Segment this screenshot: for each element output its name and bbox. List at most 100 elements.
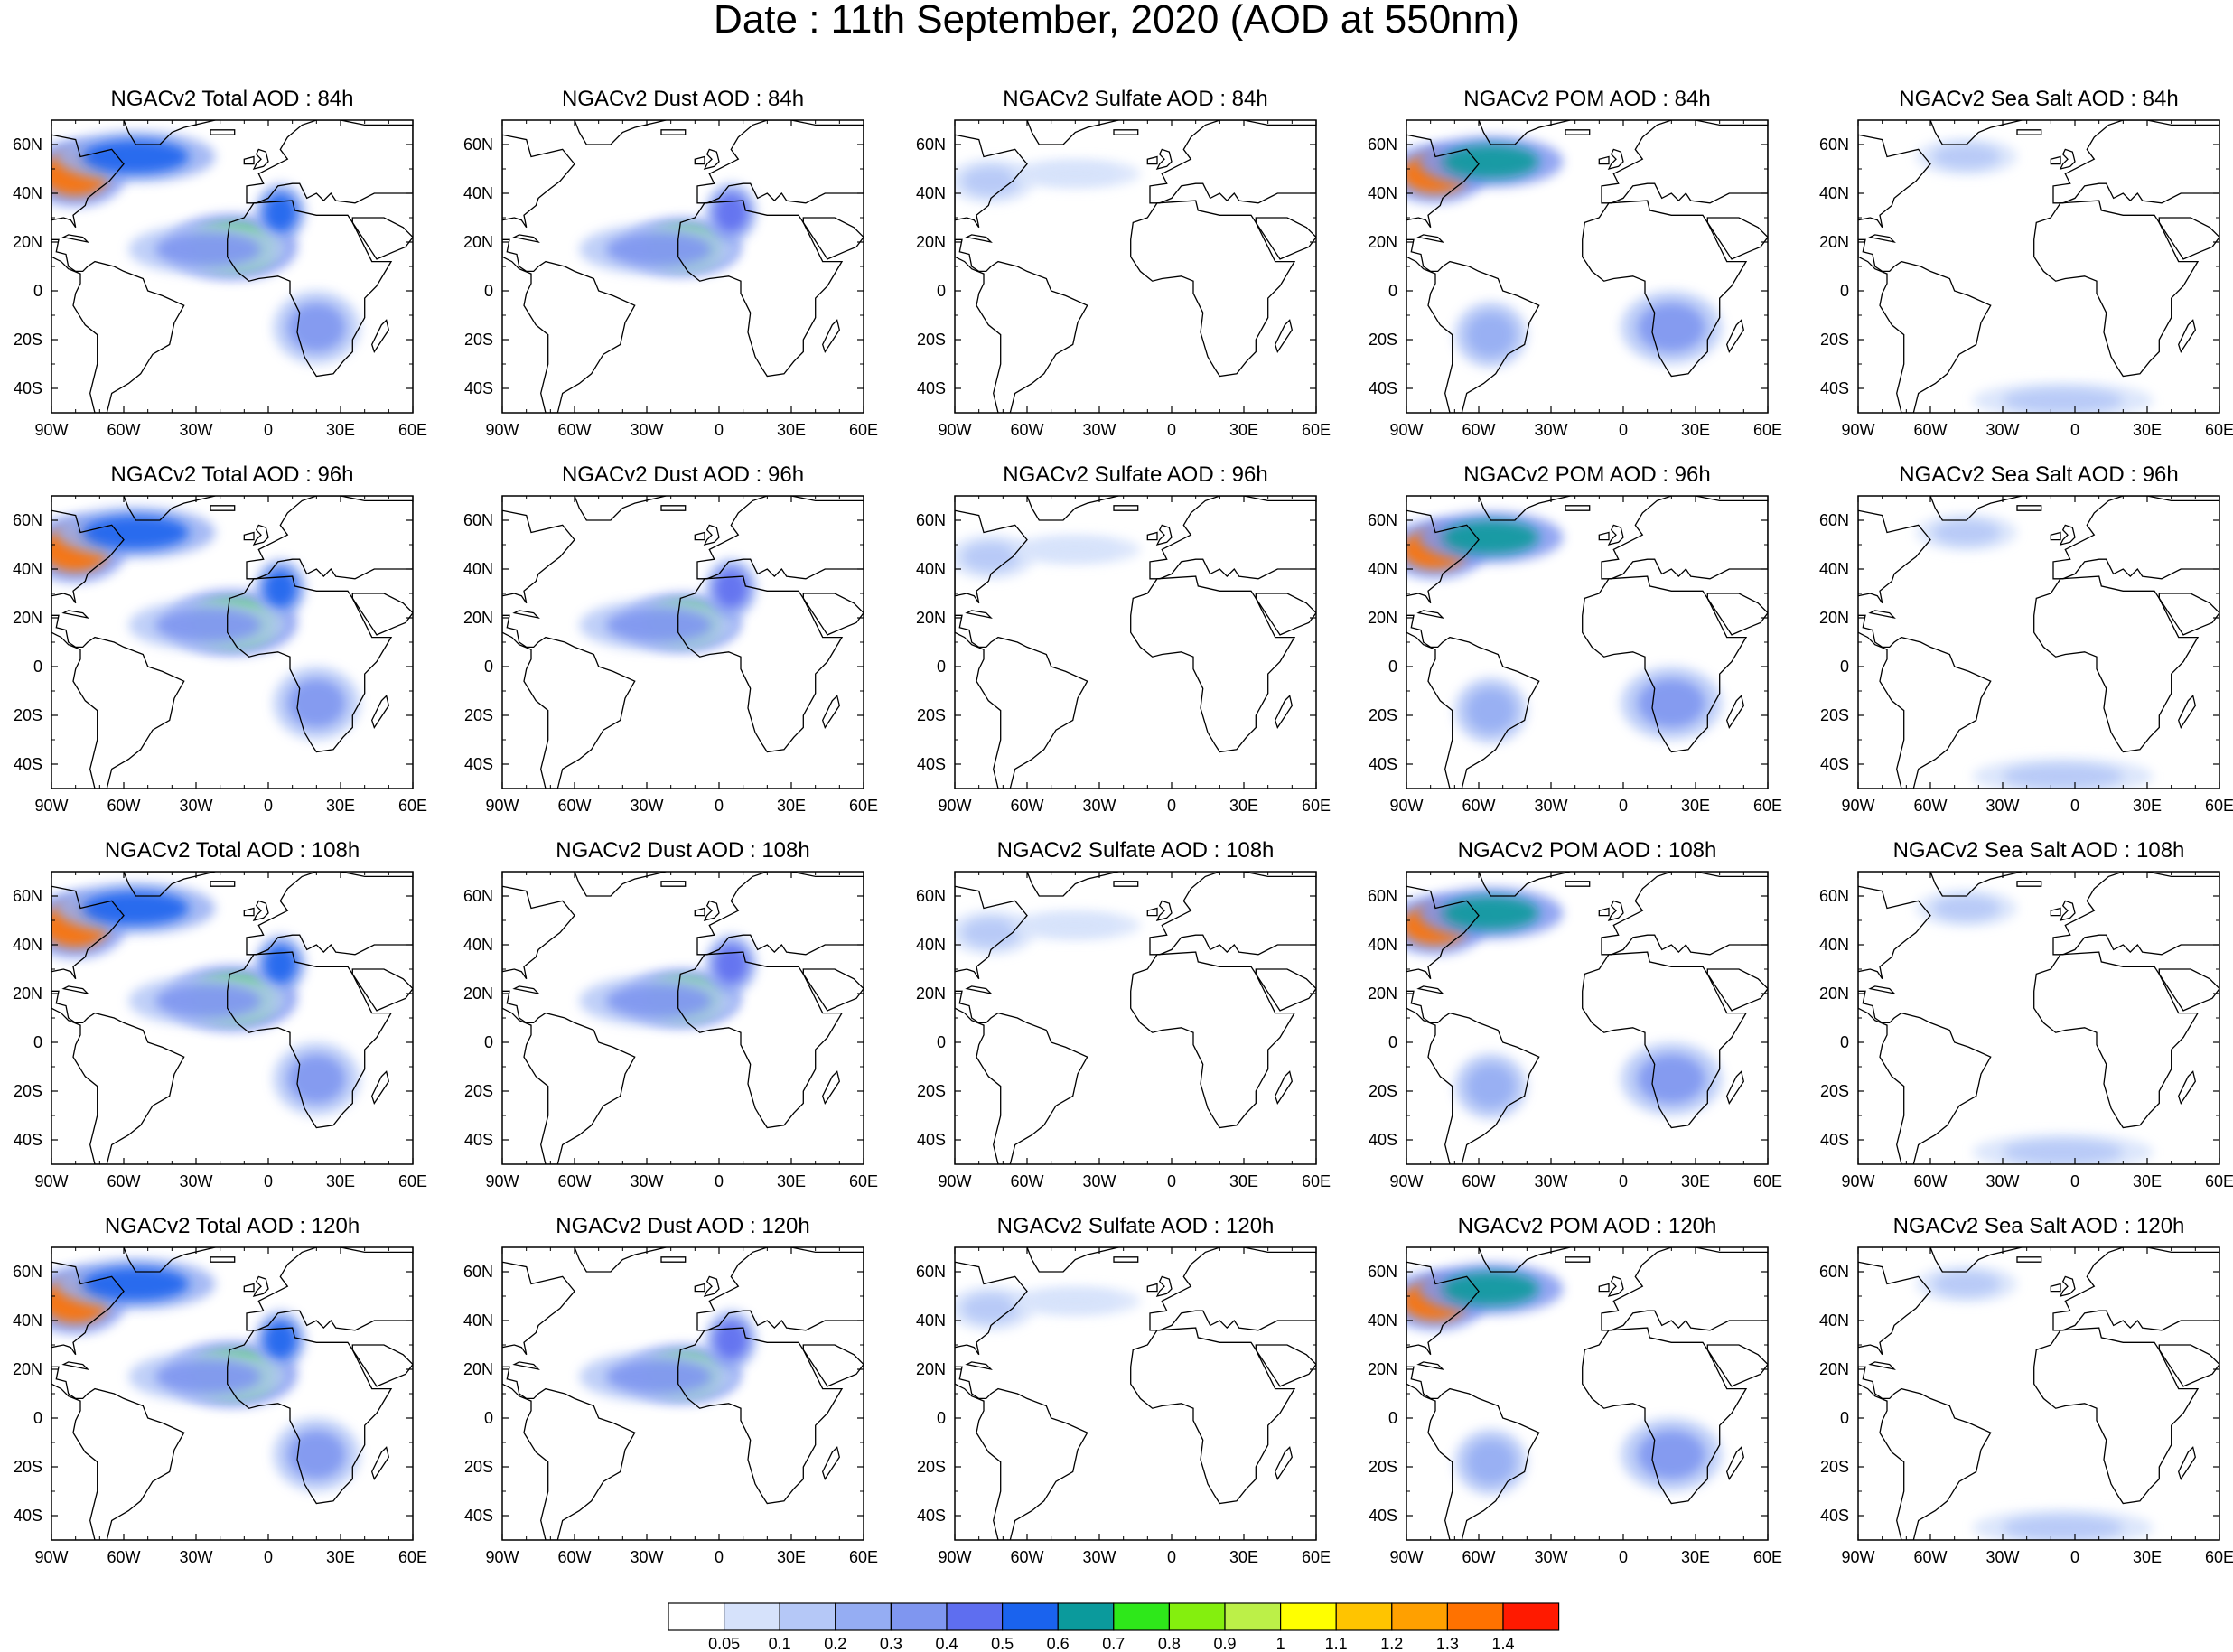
aod-plume: [1466, 313, 1515, 357]
y-tick-label: 40N: [1368, 560, 1397, 578]
aod-plume: [82, 515, 189, 550]
x-tick-label: 30E: [1681, 797, 1710, 815]
aod-plume: [605, 984, 712, 1018]
y-tick-label: 40N: [1368, 936, 1397, 954]
aod-plume: [287, 1054, 346, 1104]
landmass-outline: [1598, 531, 1610, 541]
aod-plume: [1466, 1440, 1515, 1484]
landmass-outline: [1130, 1327, 1296, 1505]
landmass-outline: [1607, 900, 1624, 921]
panel-dust-108h: NGACv2 Dust AOD : 108h 90W 60W 30W 0 30E 60E 60…: [463, 838, 878, 1190]
y-tick-label: 60N: [1819, 1263, 1849, 1281]
landmass-outline: [2016, 129, 2042, 135]
y-tick-label: 0: [937, 1409, 946, 1427]
panel-title: NGACv2 Sulfate AOD : 108h: [997, 838, 1275, 863]
y-tick-label: 20N: [13, 985, 42, 1003]
colorbar-label: 0.6: [1047, 1635, 1070, 1652]
coastlines: [51, 496, 413, 789]
x-tick-label: 60W: [1462, 421, 1495, 439]
colorbar-swatch: [1446, 1602, 1504, 1631]
x-tick-label: 30E: [326, 797, 355, 815]
aod-plume: [1638, 1430, 1705, 1479]
landmass-outline: [502, 238, 636, 413]
landmass-outline: [252, 524, 269, 546]
y-tick-label: 40S: [464, 1131, 493, 1149]
panel-seasalt-120h: NGACv2 Sea Salt AOD : 120h 90W 60W 30W 0 30E 6…: [1819, 1214, 2233, 1566]
landmass-outline: [1406, 134, 1480, 229]
aod-plume: [2003, 388, 2124, 413]
panel-title: NGACv2 Dust AOD : 108h: [556, 838, 809, 863]
landmass-outline: [1929, 120, 2023, 145]
y-tick-label: 40S: [1820, 755, 1849, 773]
x-tick-label: 60E: [2205, 797, 2233, 815]
y-tick-label: 40N: [13, 184, 42, 202]
aod-field: [1916, 514, 2154, 789]
x-tick-label: 30W: [179, 797, 212, 815]
y-tick-label: 40S: [1369, 755, 1397, 773]
landmass-outline: [210, 881, 236, 887]
landmass-outline: [2158, 1344, 2219, 1387]
aod-plume: [1932, 145, 2001, 169]
aod-plume: [962, 918, 1020, 947]
landmass-outline: [246, 496, 413, 580]
panel-title: NGACv2 Sea Salt AOD : 84h: [1899, 87, 2178, 111]
landmass-outline: [371, 319, 389, 353]
x-tick-label: 0: [1619, 421, 1628, 439]
landmass-outline: [1155, 524, 1173, 546]
y-tick-label: 40S: [1369, 379, 1397, 397]
landmass-outline: [51, 238, 185, 413]
y-tick-label: 20N: [1368, 1360, 1397, 1378]
y-tick-label: 40N: [1368, 184, 1397, 202]
landmass-outline: [1416, 985, 1444, 995]
y-tick-label: 40N: [13, 560, 42, 578]
aod-plume: [714, 569, 748, 609]
landmass-outline: [2050, 155, 2061, 165]
y-tick-label: 0: [1840, 282, 1849, 300]
aod-plume: [1466, 1064, 1515, 1108]
x-tick-label: 60W: [1010, 797, 1043, 815]
y-tick-label: 0: [484, 282, 493, 300]
landmass-outline: [1026, 496, 1119, 521]
coastlines: [955, 872, 1316, 1164]
landmass-outline: [1416, 610, 1444, 620]
x-tick-label: 90W: [938, 797, 971, 815]
landmass-outline: [1726, 1070, 1744, 1105]
y-tick-label: 20S: [14, 1458, 42, 1476]
landmass-outline: [965, 234, 993, 244]
x-tick-label: 0: [2070, 421, 2079, 439]
y-tick-label: 0: [33, 1033, 42, 1051]
x-tick-label: 60W: [557, 1548, 591, 1566]
colorbar-swatch: [1168, 1602, 1226, 1631]
landmass-outline: [955, 1366, 1088, 1540]
landmass-outline: [2059, 524, 2076, 546]
y-tick-label: 40S: [1820, 1131, 1849, 1149]
aod-plume: [82, 139, 189, 174]
aod-plume: [1638, 678, 1705, 728]
panel-total-108h: NGACv2 Total AOD : 108h 90W 60W 30W 0 30E 60E 6…: [13, 838, 427, 1190]
aod-plume: [1032, 163, 1119, 184]
landmass-outline: [694, 531, 705, 541]
aod-plume: [2003, 764, 2124, 789]
y-tick-label: 20S: [464, 331, 493, 349]
x-tick-label: 60W: [557, 1172, 591, 1190]
landmass-outline: [660, 881, 687, 887]
x-tick-label: 60E: [1753, 421, 1782, 439]
y-tick-label: 40S: [14, 379, 42, 397]
landmass-outline: [2158, 217, 2219, 260]
colorbar-swatch: [835, 1602, 892, 1631]
panel-title: NGACv2 Dust AOD : 120h: [556, 1214, 809, 1238]
y-tick-label: 40N: [916, 1311, 946, 1330]
aod-field: [955, 159, 1141, 203]
x-tick-label: 30E: [326, 1172, 355, 1190]
y-tick-label: 40S: [917, 1131, 946, 1149]
y-tick-label: 40N: [916, 936, 946, 954]
landmass-outline: [1929, 496, 2023, 521]
colorbar-swatch: [946, 1602, 1004, 1631]
aod-plume: [154, 608, 261, 642]
landmass-outline: [351, 1344, 413, 1387]
panel-pom-108h: NGACv2 POM AOD : 108h 90W 60W 30W 0 30E 60E 60N…: [1368, 838, 1782, 1190]
y-tick-label: 0: [1388, 1033, 1397, 1051]
landmass-outline: [1565, 505, 1591, 511]
landmass-outline: [502, 885, 575, 980]
landmass-outline: [2016, 505, 2042, 511]
